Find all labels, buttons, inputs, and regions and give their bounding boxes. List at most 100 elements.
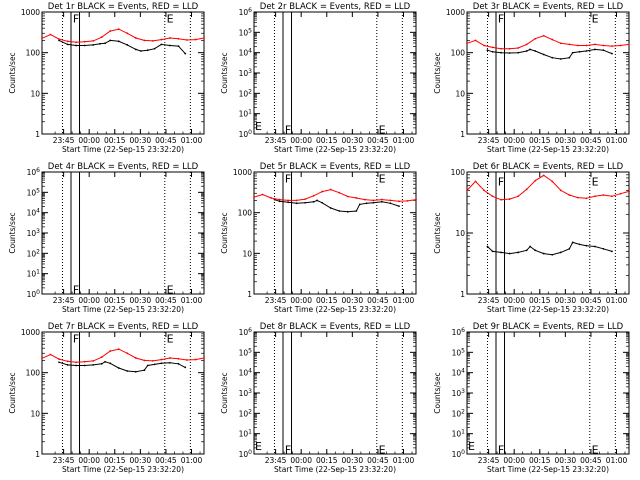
marker-label-f: F [73, 283, 79, 296]
x-axis-label: Start Time (22-Sep-15 23:32:20) [487, 305, 609, 314]
data-point-events [184, 366, 187, 369]
y-axis-label: Counts/sec [8, 52, 17, 93]
data-point-events [398, 205, 400, 208]
x-tick-label: 00:45 [155, 296, 177, 305]
data-point-events [104, 360, 106, 363]
x-tick-label: 00:45 [367, 456, 389, 465]
panel-title: Det 3r BLACK = Events, RED = LLD [473, 2, 624, 12]
y-tick-label: 106 [452, 327, 466, 337]
data-point-lld [346, 195, 349, 198]
data-point-lld [66, 40, 69, 43]
y-axis-label: Counts/sec [220, 212, 229, 253]
x-tick-label: 23:45 [478, 296, 500, 305]
y-tick-label: 104 [239, 368, 253, 378]
x-tick-label: 00:00 [78, 136, 100, 145]
data-point-events [278, 200, 281, 203]
data-point-lld [483, 44, 485, 47]
data-point-events [525, 249, 528, 252]
data-point-lld [474, 39, 477, 42]
panel-title: Det 8r BLACK = Events, RED = LLD [260, 322, 411, 332]
data-point-lld [287, 199, 290, 202]
y-tick-label: 1000 [233, 168, 252, 177]
y-tick-label: 100 [239, 449, 253, 459]
data-point-lld [593, 43, 596, 46]
y-tick-label: 1 [460, 290, 465, 299]
x-tick-label: 00:30 [555, 456, 577, 465]
panel-title: Det 4r BLACK = Events, RED = LLD [48, 162, 199, 172]
y-tick-label: 100 [451, 49, 466, 58]
x-tick-label: 00:00 [78, 456, 100, 465]
panel-det-5r: Det 5r BLACK = Events, RED = LLD 1 10 100 10… [220, 162, 417, 314]
plot-frame [466, 331, 630, 455]
data-point-lld [329, 188, 332, 191]
y-tick-label: 103 [27, 228, 41, 238]
data-point-lld [186, 359, 188, 361]
data-point-lld [100, 356, 103, 359]
data-point-lld [109, 30, 112, 32]
y-tick-label: 106 [239, 327, 253, 337]
data-point-lld [49, 33, 52, 36]
y-tick-label: 104 [452, 368, 466, 378]
panel-title: Det 9r BLACK = Events, RED = LLD [473, 322, 624, 332]
panel-title: Det 6r BLACK = Events, RED = LLD [473, 162, 624, 172]
data-point-lld [126, 352, 129, 355]
y-tick-label: 101 [239, 429, 253, 439]
marker-label-f: F [285, 172, 291, 185]
data-point-events [571, 241, 574, 244]
marker-label-f: F [498, 12, 504, 25]
data-point-lld [75, 361, 78, 364]
y-tick-label: 1 [35, 130, 40, 139]
data-point-lld [117, 28, 120, 30]
y-tick-label: 104 [239, 48, 253, 58]
x-tick-label: 00:30 [555, 136, 577, 145]
data-point-events [66, 43, 69, 46]
data-point-lld [559, 189, 562, 192]
data-point-lld [406, 199, 409, 202]
x-axis-label: Start Time (22-Sep-15 23:32:20) [274, 465, 396, 474]
x-tick-label: 00:45 [367, 296, 389, 305]
data-point-events [529, 48, 531, 51]
data-point-events [551, 253, 554, 256]
x-tick-label: 00:00 [78, 296, 100, 305]
y-axis-label: Counts/sec [8, 212, 17, 253]
y-axis-label: Counts/sec [433, 52, 442, 93]
data-point-lld [134, 37, 137, 39]
data-point-lld [126, 32, 129, 35]
x-tick-label: 00:30 [130, 296, 152, 305]
data-point-events [140, 50, 142, 52]
data-point-lld [194, 358, 197, 361]
x-tick-label: 00:00 [503, 456, 525, 465]
y-tick-label: 100 [451, 168, 466, 177]
data-point-lld [186, 39, 188, 41]
data-point-lld [500, 198, 503, 201]
x-tick-label: 23:45 [53, 456, 75, 465]
plot-frame [41, 11, 205, 135]
data-point-lld [143, 39, 146, 42]
x-tick-label: 00:15 [104, 296, 126, 305]
y-tick-label: 102 [27, 248, 41, 258]
data-point-lld [542, 34, 545, 37]
y-tick-label: 101 [27, 269, 41, 279]
x-tick-label: 23:45 [265, 136, 287, 145]
data-point-lld [611, 195, 613, 198]
y-tick-label: 105 [27, 187, 41, 197]
data-point-lld [49, 353, 52, 356]
y-tick-label: 100 [26, 369, 41, 378]
data-point-events [568, 247, 571, 250]
data-point-events [117, 367, 120, 369]
marker-label-e: E [592, 12, 599, 25]
data-point-lld [602, 44, 605, 47]
data-point-events [134, 370, 137, 373]
data-point-events [585, 244, 588, 247]
data-point-lld [466, 189, 468, 192]
x-axis-label: Start Time (22-Sep-15 23:32:20) [62, 465, 184, 474]
data-point-events [559, 251, 562, 254]
marker-label-e: E [167, 283, 174, 296]
data-point-lld [517, 47, 520, 49]
panel-det-9r: Det 9r BLACK = Events, RED = LLD 100 101 10… [433, 322, 630, 474]
data-point-events [559, 58, 562, 60]
series-lld [466, 35, 630, 50]
x-tick-label: 00:15 [529, 296, 551, 305]
data-point-events [508, 252, 511, 255]
data-point-lld [177, 37, 180, 40]
